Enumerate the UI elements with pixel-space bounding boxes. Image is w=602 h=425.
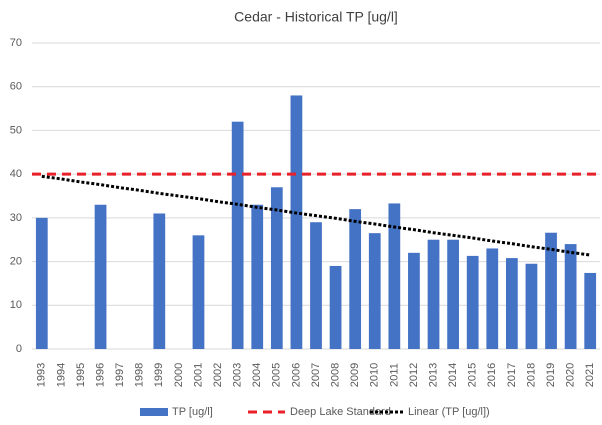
trend-line: [41, 174, 591, 257]
legend-label: Linear (TP [ug/l]): [408, 406, 490, 418]
bar: [447, 239, 459, 349]
bar: [505, 258, 518, 349]
bar: [153, 213, 166, 349]
x-tick-label: 2001: [192, 363, 204, 387]
x-tick-label: 2015: [467, 363, 479, 387]
x-tick-label: 2005: [271, 363, 283, 387]
y-tick-label: 20: [10, 255, 22, 267]
x-tick-label: 2007: [310, 363, 322, 387]
x-tick-label: 2016: [486, 363, 498, 387]
bar: [35, 217, 48, 349]
y-tick-label: 40: [10, 168, 22, 180]
x-tick-label: 1998: [134, 363, 146, 387]
legend-swatch: [140, 408, 168, 416]
bar: [270, 187, 283, 349]
bar: [466, 255, 479, 349]
x-tick-label: 2013: [427, 363, 439, 387]
bar: [486, 248, 499, 349]
x-tick-label: 1993: [36, 363, 48, 387]
bar: [349, 209, 362, 349]
bar: [525, 263, 538, 349]
x-tick-label: 1999: [153, 363, 165, 387]
x-tick-label: 2009: [349, 363, 361, 387]
x-tick-label: 2020: [565, 363, 577, 387]
x-tick-label: 2004: [251, 363, 263, 387]
chart-title: Cedar - Historical TP [ug/l]: [234, 9, 398, 25]
bar: [408, 252, 420, 349]
y-tick-label: 70: [10, 37, 22, 49]
x-tick-label: 2019: [545, 363, 557, 387]
x-tick-label: 2002: [212, 363, 224, 387]
x-tick-label: 2008: [329, 363, 341, 387]
bar: [427, 239, 440, 349]
bar: [388, 203, 401, 349]
y-tick-label: 0: [16, 343, 22, 355]
bar: [329, 265, 342, 349]
y-tick-label: 60: [10, 81, 22, 93]
x-tick-label: 1994: [55, 363, 67, 387]
x-tick-label: 2012: [408, 363, 420, 387]
x-tick-label: 2011: [388, 363, 400, 387]
bar: [564, 244, 577, 349]
x-tick-label: 1997: [114, 363, 126, 387]
legend-label: TP [ug/l]: [172, 406, 213, 418]
bar: [368, 233, 381, 349]
bar: [251, 204, 264, 349]
x-tick-label: 2003: [232, 363, 244, 387]
x-tick-label: 2010: [369, 363, 381, 387]
x-tick-label: 1995: [75, 363, 87, 387]
bar: [584, 272, 597, 349]
x-tick-label: 2017: [506, 363, 518, 387]
y-tick-label: 10: [10, 299, 22, 311]
x-tick-label: 1996: [94, 363, 106, 387]
bar: [310, 222, 322, 349]
x-tick-label: 2014: [447, 363, 459, 387]
y-tick-label: 30: [10, 212, 22, 224]
y-tick-label: 50: [10, 124, 22, 136]
x-tick-label: 2000: [173, 363, 185, 387]
x-tick-label: 2018: [525, 363, 537, 387]
x-tick-label: 2006: [290, 363, 302, 387]
legend-label: Deep Lake Standard: [290, 406, 391, 418]
bar: [231, 121, 244, 349]
bar: [290, 95, 303, 349]
x-tick-label: 2021: [584, 363, 596, 387]
bar: [545, 232, 557, 349]
bar: [192, 235, 205, 349]
bar: [94, 204, 107, 349]
